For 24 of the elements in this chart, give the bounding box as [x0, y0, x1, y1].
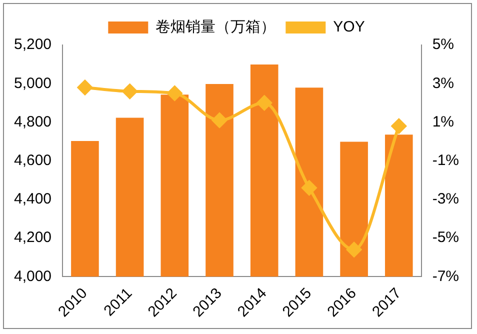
y2-tick-label: 1% [432, 113, 454, 130]
y-tick-label: 4,000 [14, 268, 52, 285]
y-tick-label: 4,400 [14, 190, 52, 208]
y-tick-label: 4,800 [14, 113, 52, 130]
point [167, 86, 182, 101]
point [212, 112, 228, 128]
point [77, 80, 92, 95]
y2-tick-label: -7% [432, 268, 460, 285]
y-tick-label: 5,200 [14, 36, 52, 54]
legend-label: 卷烟销量（万箱） [156, 18, 276, 36]
point [302, 180, 317, 196]
point [256, 95, 272, 110]
point [346, 242, 362, 258]
legend-label: YOY [333, 18, 365, 36]
y-tick-label: 5,000 [14, 74, 52, 92]
y2-tick-label: -3% [432, 190, 460, 208]
point [122, 84, 138, 99]
y2-tick-label: 3% [432, 74, 454, 92]
y2-tick-label: -1% [432, 152, 460, 169]
y2-tick-label: 5% [432, 36, 454, 54]
y2-tick-label: -5% [432, 229, 460, 246]
y-tick-label: 4,200 [14, 229, 52, 246]
point [391, 118, 406, 134]
y-tick-label: 4,600 [14, 152, 52, 169]
